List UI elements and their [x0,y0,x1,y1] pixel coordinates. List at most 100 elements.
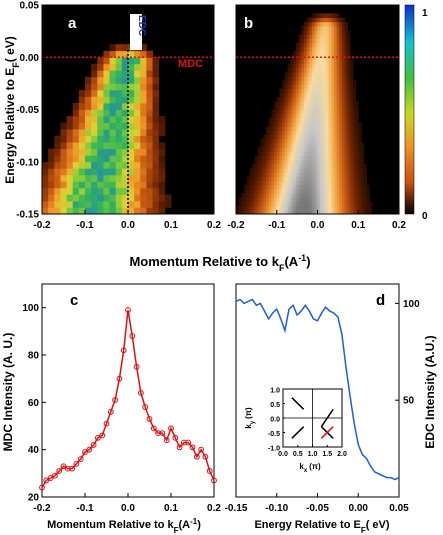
heatmap-b-cell [331,193,335,198]
heatmap-b-cell [350,92,354,98]
panel-a-y-tick-label: 0.00 [20,53,40,64]
heatmap-b-cell [274,122,278,127]
heatmap-a-cell [48,187,55,195]
heatmap-b-cell [279,109,283,115]
mdc-data-point [129,333,136,339]
heatmap-b-cell [339,63,343,69]
heatmap-b-cell [295,92,299,98]
heatmap-b-cell [336,193,340,198]
heatmap-a-cell [158,174,166,182]
heatmap-b-cell [333,67,338,73]
heatmap-b-cell [320,84,324,90]
heatmap-b-cell [295,172,299,177]
heatmap-a-cell [146,109,153,117]
heatmap-b-cell [257,197,261,202]
heatmap-b-cell [341,151,346,156]
heatmap-b-cell [255,184,259,190]
heatmap-b-cell [295,176,299,182]
heatmap-a-cell [134,168,141,176]
heatmap-b-cell [331,138,335,144]
heatmap-b-cell [344,209,348,214]
panel-a-x-tick-label: 0.0 [121,220,135,231]
heatmap-a-cell [121,109,129,117]
panel-d-plot [235,298,400,481]
heatmap-a-cell [140,89,147,97]
heatmap-a-cell [85,89,92,97]
heatmap-b-cell [309,113,313,119]
heatmap-b-cell [355,147,359,152]
heatmap-b-cell [306,63,310,69]
heatmap-b-cell [339,197,343,202]
heatmap-b-cell [312,109,316,115]
mdc-data-point [69,465,75,472]
heatmap-b-cell [317,172,321,177]
heatmap-b-cell [271,168,275,173]
heatmap-b-cell [331,184,335,190]
heatmap-b-cell [322,21,327,27]
heatmap-a-cell [134,187,141,195]
heatmap-b-cell [355,205,359,211]
heatmap-a-cell [115,200,123,208]
heatmap-b-cell [325,126,329,131]
heatmap-b-cell [306,80,310,85]
heatmap-b-cell [303,117,308,123]
heatmap-a-cell [85,109,92,117]
heatmap-b-cell [358,155,362,161]
heatmap-b-cell [279,205,283,211]
heatmap-b-cell [352,96,357,102]
heatmap-b-cell [260,180,264,186]
heatmap-b-cell [241,205,245,211]
heatmap-b-cell [333,205,338,211]
mdc-data-point [146,416,153,422]
heatmap-b-cell [309,176,313,182]
heatmap-a-cell [134,109,141,117]
heatmap-a-cell [103,168,110,176]
heatmap-b-cell [246,176,251,182]
heatmap-b-cell [306,147,310,152]
panel-d-y-axis-title: EDC Intensity (A.U.) [423,335,437,448]
heatmap-b-cell [312,172,316,177]
heatmap-b-cell [314,122,318,127]
heatmap-b-cell [301,184,305,190]
heatmap-b-cell [333,155,338,161]
heatmap-a-cell [128,161,135,169]
heatmap-b-cell [333,180,338,186]
heatmap-b-cell [320,126,324,131]
panel-d-x-tick-label: 0.05 [389,503,409,514]
heatmap-b-cell [322,197,327,202]
heatmap-b-cell [290,188,294,194]
heatmap-b-cell [314,197,318,202]
heatmap-b-cell [290,63,294,69]
heatmap-b-cell [369,209,373,214]
heatmap-b-cell [312,138,316,144]
heatmap-b-cell [322,188,327,194]
heatmap-b-cell [322,38,327,44]
panel-c-x-tick-label: 0.2 [207,503,221,514]
heatmap-b-cell [249,172,253,177]
heatmap-b-cell [344,159,348,165]
heatmap-b-cell [284,76,289,81]
heatmap-a-cell [115,89,123,97]
heatmap-b-cell [314,193,318,198]
heatmap-b-cell [339,42,343,48]
heatmap-b-cell [331,80,335,85]
heatmap-b-cell [350,80,354,85]
heatmap-b-cell [322,155,327,161]
heatmap-b-cell [306,172,310,177]
heatmap-b-cell [290,184,294,190]
heatmap-b-cell [347,113,351,119]
panel-d-x-axis-title: Energy Relative to EF( eV) [254,519,389,535]
heatmap-b-cell [358,122,362,127]
heatmap-a-cell [91,142,98,150]
heatmap-b-cell [303,205,308,211]
panel-d-x-tick-label: 0.00 [349,503,369,514]
heatmap-b-cell [350,168,354,173]
heatmap-b-cell [341,122,346,127]
heatmap-b-cell [257,188,261,194]
heatmap-b-cell [279,180,283,186]
heatmap-a-cell [146,142,153,150]
heatmap-b-cell [322,176,327,182]
heatmap-b-cell [298,155,302,161]
heatmap-b-cell [303,105,308,110]
heatmap-b-cell [336,38,340,44]
